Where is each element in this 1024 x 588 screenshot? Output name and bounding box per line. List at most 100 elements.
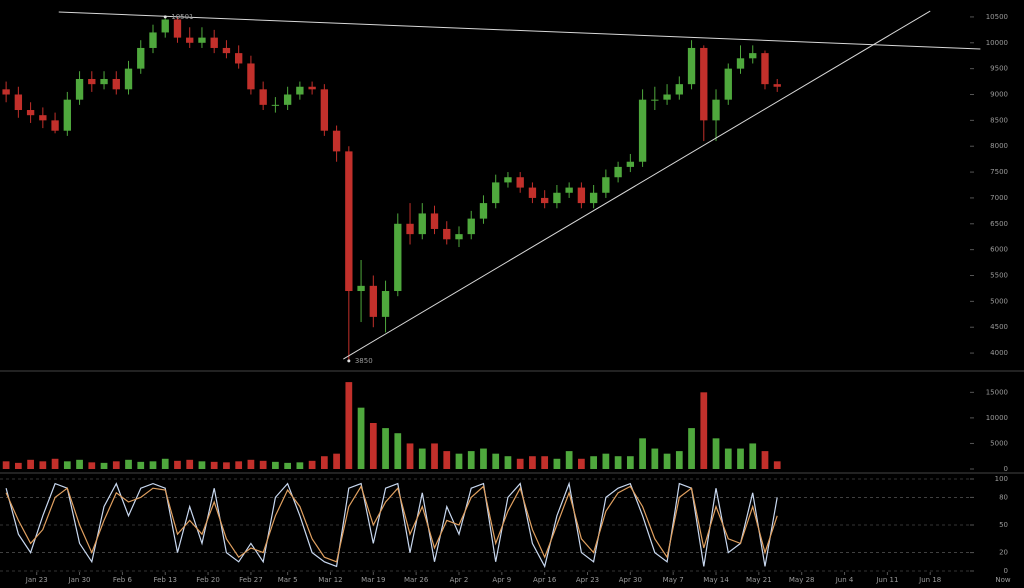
y-tick-label: 9000: [990, 91, 1008, 99]
candle-body: [39, 115, 47, 121]
candle-body: [651, 99, 659, 101]
volume-bar: [773, 461, 781, 469]
trendline: [343, 10, 931, 360]
candle-body: [173, 19, 182, 38]
x-tick-label: Mar 26: [404, 576, 429, 584]
volume-bar: [149, 461, 157, 469]
volume-bar: [700, 392, 708, 469]
candle-body: [761, 53, 769, 85]
volume-bar: [590, 456, 597, 469]
candle-body: [100, 78, 108, 85]
volume-bar: [76, 459, 83, 469]
candle-body: [394, 223, 402, 292]
y-tick-label: 9500: [990, 65, 1008, 73]
volume-bar: [480, 448, 487, 469]
candle-body: [614, 166, 622, 178]
x-tick-label: Jan 23: [25, 576, 48, 584]
candle-body: [259, 89, 267, 105]
volume-bar: [357, 407, 365, 469]
volume-bar: [382, 428, 389, 469]
y-tick-label: 10500: [986, 13, 1008, 21]
volume-bar: [712, 438, 720, 469]
annotation-marker: [347, 359, 351, 363]
volume-bar: [443, 451, 451, 469]
volume-bar: [565, 451, 573, 469]
y-tick-label: 7000: [990, 194, 1008, 202]
candle-body: [602, 177, 610, 193]
volume-bar: [235, 461, 243, 469]
volume-bar: [553, 458, 561, 469]
stochastic-line: [5, 481, 778, 569]
candle-body: [63, 99, 71, 131]
volume-bar: [125, 459, 132, 469]
candle-body: [712, 99, 720, 121]
volume-bar: [651, 448, 659, 469]
x-tick-label: Feb 6: [113, 576, 133, 584]
x-tick-label: Jun 18: [918, 576, 941, 584]
volume-bar: [578, 458, 585, 469]
y-tick-label: 80: [999, 493, 1008, 501]
x-tick-label: Mar 12: [318, 576, 342, 584]
candle-body: [626, 161, 635, 167]
y-tick-label: 5000: [990, 297, 1008, 305]
candle-body: [675, 84, 683, 95]
y-tick-label: 6000: [990, 246, 1008, 254]
volume-bar: [14, 462, 22, 469]
x-tick-label: Apr 9: [492, 576, 511, 584]
x-tick-label: May 7: [663, 576, 684, 584]
x-tick-label: May 14: [703, 576, 729, 584]
candle-body: [88, 78, 96, 85]
candle-body: [553, 192, 561, 204]
y-tick-label: 0: [1004, 567, 1008, 575]
candle-body: [638, 99, 647, 162]
candle-body: [357, 285, 365, 292]
candle-body: [773, 84, 781, 87]
candle-body: [443, 228, 451, 240]
x-tick-label: Apr 23: [576, 576, 599, 584]
volume-bar: [161, 458, 169, 469]
x-tick-label: May 28: [789, 576, 815, 584]
volume-bar: [639, 438, 646, 469]
candle-body: [565, 187, 573, 193]
candle-body: [271, 104, 280, 106]
candle-body: [112, 78, 120, 90]
volume-bar: [223, 462, 230, 469]
volume-bar: [320, 456, 328, 469]
x-tick-label: Feb 20: [196, 576, 220, 584]
candle-body: [492, 182, 500, 204]
volume-bar: [724, 448, 732, 469]
y-tick-label: 100: [995, 475, 1008, 483]
candle-body: [540, 197, 549, 204]
candle-body: [479, 203, 488, 219]
y-tick-label: 20: [999, 549, 1008, 557]
candle-body: [687, 47, 696, 85]
volume-bar: [394, 433, 402, 469]
now-label: Now: [995, 576, 1011, 584]
x-tick-label: Apr 16: [533, 576, 557, 584]
x-tick-label: May 21: [746, 576, 772, 584]
volume-bar: [737, 448, 744, 469]
x-tick-label: Mar 19: [361, 576, 385, 584]
candle-body: [198, 37, 206, 43]
candle-body: [14, 94, 23, 111]
volume-bar: [675, 451, 683, 469]
y-tick-label: 6500: [990, 220, 1008, 228]
candle-body: [516, 177, 524, 188]
volume-bar: [663, 453, 671, 469]
candle-body: [455, 234, 463, 240]
candle-body: [124, 68, 133, 90]
candle-body: [283, 94, 292, 105]
y-tick-label: 15000: [986, 388, 1008, 396]
y-tick-label: 10000: [986, 414, 1008, 422]
y-tick-label: 4500: [990, 323, 1008, 331]
volume-bar: [418, 448, 426, 469]
candle-body: [186, 37, 194, 43]
candle-body: [320, 89, 329, 131]
volume-bar: [455, 453, 463, 469]
candle-body: [724, 68, 732, 100]
volume-bar: [51, 458, 59, 469]
candle-body: [332, 130, 341, 152]
candle-body: [700, 47, 708, 121]
y-tick-label: 8000: [990, 142, 1008, 150]
candle-body: [161, 19, 169, 33]
